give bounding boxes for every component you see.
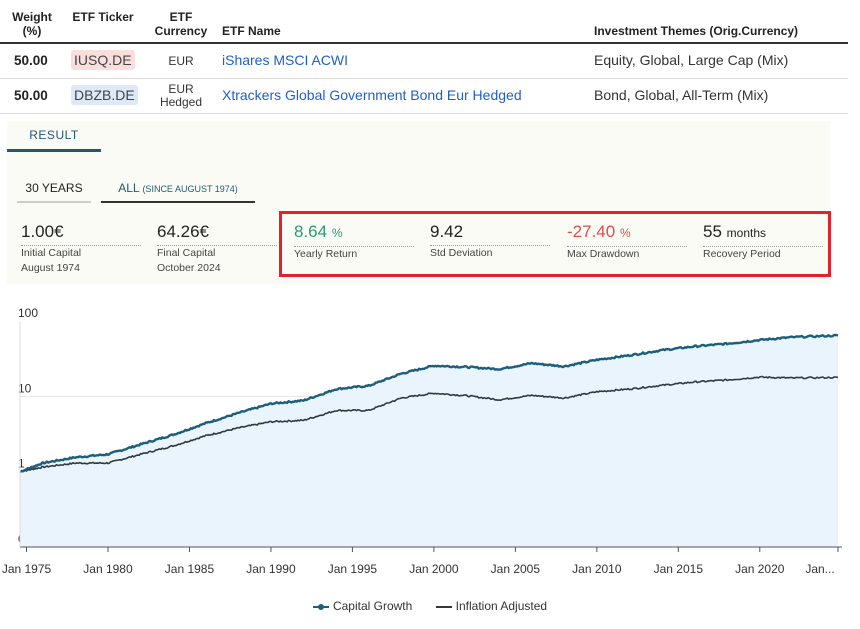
stat-unit: % <box>619 226 631 240</box>
stat-label: Initial Capital <box>21 247 82 259</box>
stat-label: Max Drawdown <box>567 248 640 260</box>
stat-value: 55 <box>703 222 722 241</box>
stat-sublabel: August 1974 <box>21 262 80 274</box>
currency-hedged: Hedged <box>159 95 203 109</box>
ticker-badge[interactable]: IUSQ.DE <box>71 50 135 70</box>
x-tick-label: Jan 2000 <box>409 562 459 576</box>
result-panel: RESULT 30 YEARS ALL (SINCE AUGUST 1974) … <box>7 121 830 284</box>
stat-unit: € <box>54 222 64 241</box>
highlight-box <box>279 211 831 277</box>
stat-std-deviation: 9.42 Std Deviation <box>430 221 550 261</box>
range-all-button[interactable]: ALL (SINCE AUGUST 1974) <box>101 177 255 203</box>
x-tick-label: Jan 2020 <box>735 562 785 576</box>
legend-label: Capital Growth <box>332 598 413 613</box>
table-row: 50.00 DBZB.DE EUR Hedged Xtrackers Globa… <box>0 79 848 114</box>
etf-name-link[interactable]: iShares MSCI ACWI <box>222 52 349 68</box>
stat-unit: % <box>331 226 343 240</box>
row-weight: 50.00 <box>14 53 48 68</box>
stat-label: Final Capital <box>157 247 216 259</box>
header-themes: Investment Themes (Orig.Currency) <box>594 24 799 38</box>
stat-value: -27.40 <box>567 222 616 241</box>
x-tick-label: Jan 1980 <box>83 562 133 576</box>
row-currency: EUR Hedged <box>148 83 214 109</box>
y-tick-label: 10 <box>18 381 32 395</box>
stat-label: Recovery Period <box>703 248 781 260</box>
x-tick-label: Jan 1995 <box>328 562 378 576</box>
row-themes: Equity, Global, Large Cap (Mix) <box>594 52 789 68</box>
x-tick-label: Jan 2015 <box>654 562 704 576</box>
stat-value: 8.64 <box>294 222 328 241</box>
legend-marker-icon <box>312 603 329 610</box>
x-tick-label: Jan 2005 <box>491 562 541 576</box>
row-themes: Bond, Global, All-Term (Mix) <box>594 87 769 103</box>
x-tick-label: Jan... <box>805 562 834 576</box>
stat-value: 1.00 <box>21 222 55 241</box>
range-all-note: (SINCE AUGUST 1974) <box>142 184 238 194</box>
header-ticker: ETF Ticker <box>72 10 134 24</box>
row-currency: EUR <box>148 55 214 68</box>
x-tick-label: Jan 1990 <box>246 562 296 576</box>
stat-unit: € <box>199 222 210 241</box>
stat-yearly-return: 8.64 % Yearly Return <box>294 221 414 262</box>
ticker-badge[interactable]: DBZB.DE <box>71 85 138 105</box>
stat-max-drawdown: -27.40 % Max Drawdown <box>567 221 687 262</box>
legend-label: Inflation Adjusted <box>455 598 548 613</box>
x-tick-label: Jan 1985 <box>165 562 215 576</box>
legend-inflation-adjusted[interactable]: Inflation Adjusted <box>435 598 548 613</box>
inflation-adjusted-line <box>19 375 839 473</box>
currency-code: EUR <box>168 82 194 96</box>
header-name: ETF Name <box>222 24 281 38</box>
y-tick-label: 1 <box>18 457 25 471</box>
stat-value: 64.26 <box>157 222 200 241</box>
stat-final-capital: 64.26€ Final Capital October 2024 <box>157 221 277 276</box>
table-row: 50.00 IUSQ.DE EUR iShares MSCI ACWI Equi… <box>0 44 848 79</box>
range-30-years-button[interactable]: 30 YEARS <box>17 177 91 203</box>
chart-legend: Capital Growth Inflation Adjusted <box>0 598 860 613</box>
header-currency: ETF Currency <box>154 10 208 38</box>
stat-recovery-period: 55 months Recovery Period <box>703 221 823 262</box>
tab-result[interactable]: RESULT <box>7 121 101 152</box>
stat-unit: months <box>726 226 767 240</box>
range-all-label: ALL <box>118 181 140 195</box>
header-weight: Weight (%) <box>12 10 52 38</box>
capital-growth-line <box>19 333 839 473</box>
legend-capital-growth[interactable]: Capital Growth <box>312 598 413 613</box>
x-tick-label: Jan 1975 <box>2 562 52 576</box>
etf-name-link[interactable]: Xtrackers Global Government Bond Eur Hed… <box>222 87 522 103</box>
currency-code: EUR <box>168 54 194 68</box>
etf-table: Weight (%) ETF Ticker ETF Currency ETF N… <box>0 6 848 114</box>
row-weight: 50.00 <box>14 88 48 103</box>
x-tick-label: Jan 2010 <box>572 562 622 576</box>
legend-marker-icon <box>435 605 452 608</box>
stat-initial-capital: 1.00€ Initial Capital August 1974 <box>21 221 141 276</box>
stat-label: Std Deviation <box>430 247 493 259</box>
table-header: Weight (%) ETF Ticker ETF Currency ETF N… <box>0 6 848 44</box>
y-tick-label: 100 <box>18 306 38 320</box>
stat-label: Yearly Return <box>294 248 358 260</box>
stat-value: 9.42 <box>430 222 464 241</box>
stat-sublabel: October 2024 <box>157 262 221 274</box>
